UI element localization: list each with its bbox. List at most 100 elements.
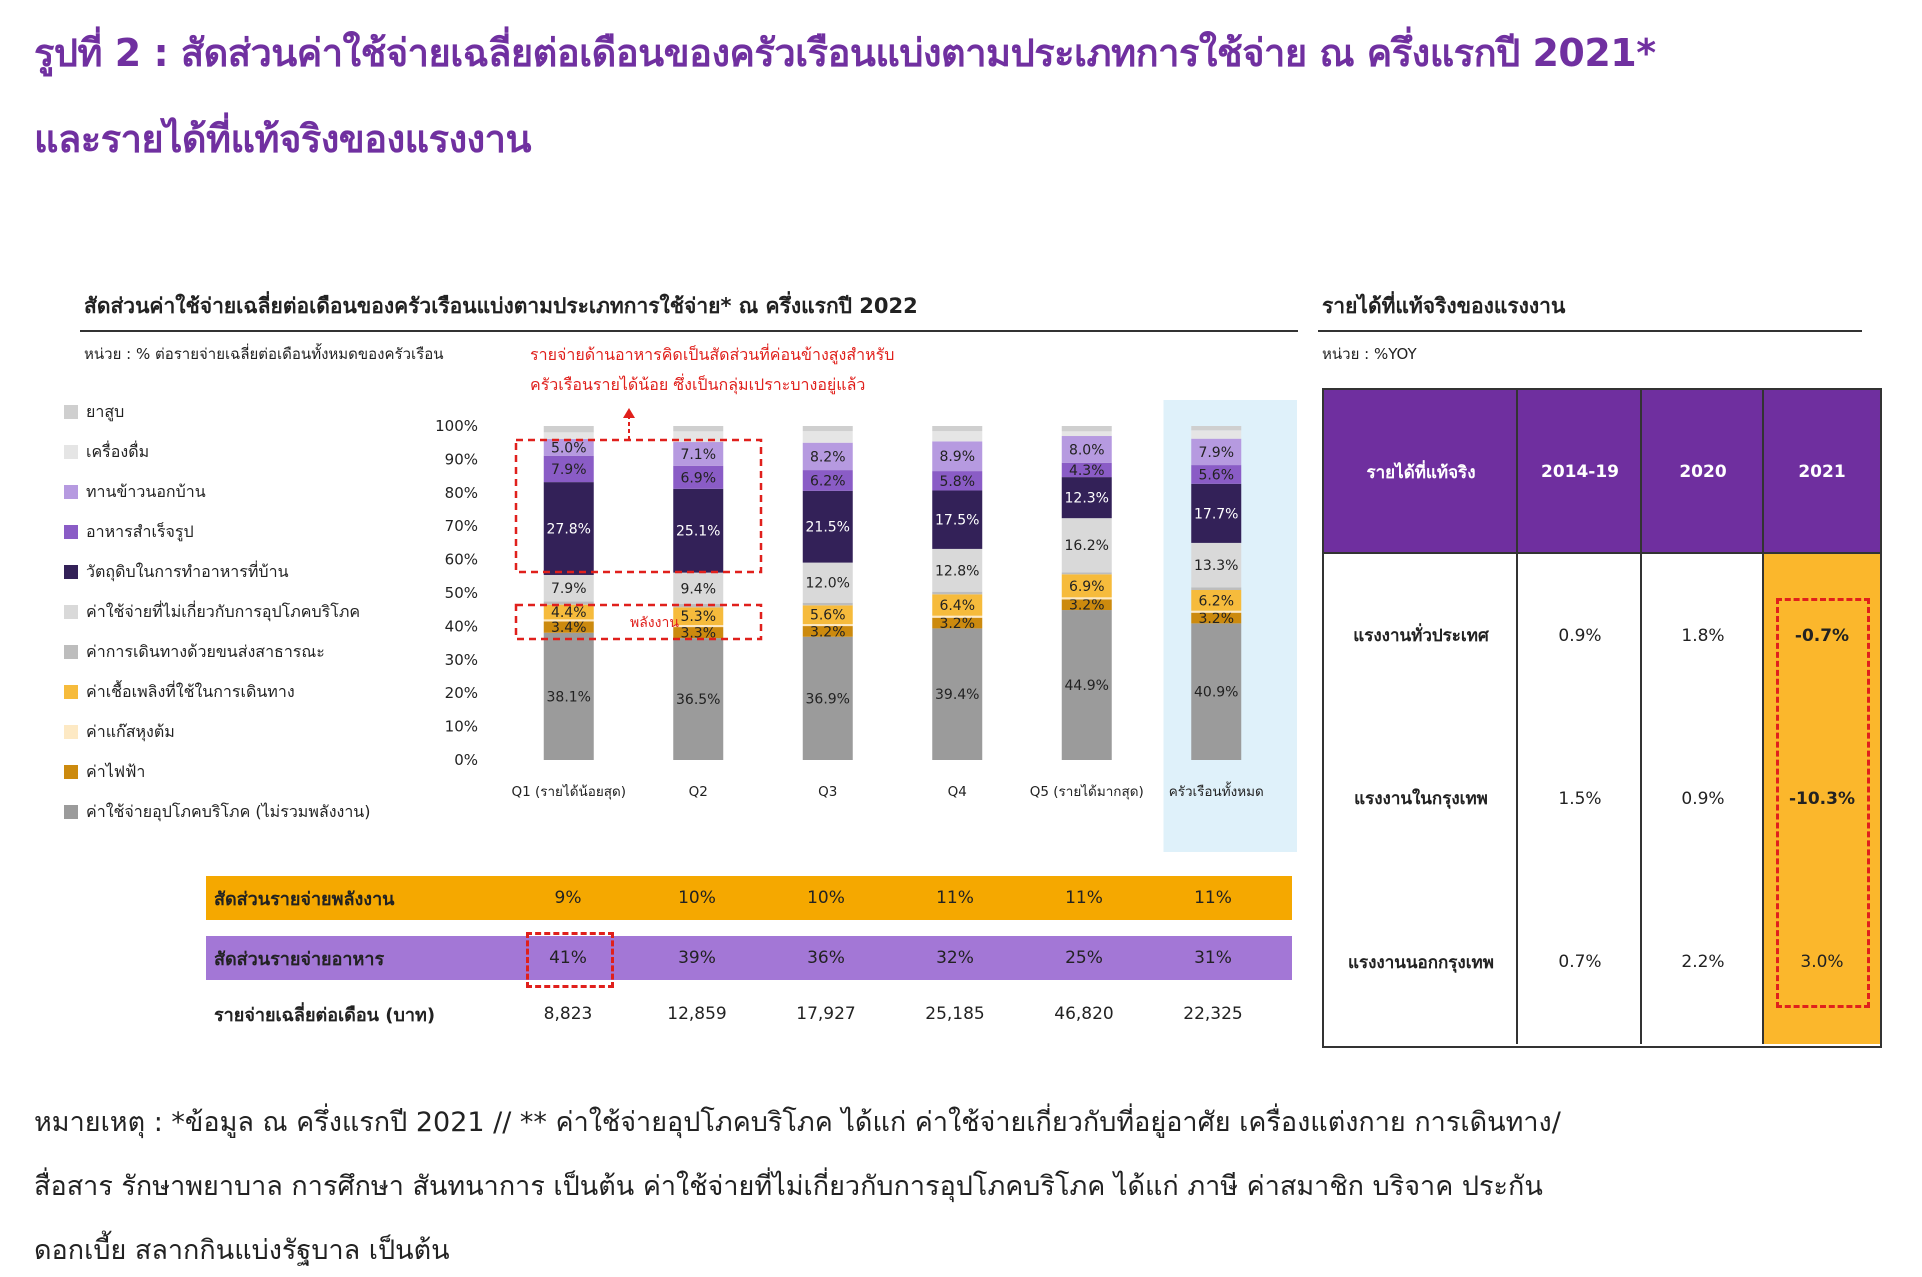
annotation-line1: รายจ่ายด้านอาหารคิดเป็นสัดส่วนที่ค่อนข้า… [530,345,895,364]
bar-segment [1061,572,1112,575]
legend-label: ค่าเชื้อเพลิงที่ใช้ในการเดินทาง [86,681,295,701]
bar-segment [802,442,853,471]
bar-segment [932,617,983,629]
monthly-expense-value: 46,820 [1054,1004,1114,1024]
food-share-value: 39% [678,948,716,968]
y-tick-label: 30% [445,651,478,669]
monthly-expense-value: 22,325 [1183,1004,1243,1024]
table-cell: 0.9% [1681,788,1725,809]
food-share-value: 36% [807,948,845,968]
legend-label: ทานข้าวนอกบ้าน [86,481,206,501]
data-label: 40.9% [1194,685,1238,701]
bar-segment [1191,438,1242,466]
real-income-table: รายได้ที่แท้จริง 2014-19 2020 2021 แรงงา… [1322,388,1882,1048]
energy-share-value: 10% [678,888,716,908]
y-tick-label: 100% [435,417,478,435]
legend-swatch [64,685,78,699]
x-tick-label: Q5 (รายได้มากสุด) [1030,784,1144,800]
energy-share-value: 11% [1065,888,1103,908]
data-label: 12.3% [1065,491,1109,507]
data-label: 5.8% [939,474,975,490]
real-income-title: รายได้ที่แท้จริงของแรงงาน [1322,294,1566,318]
bar-segment [673,488,724,573]
x-tick-label: Q4 [948,784,967,800]
energy-share-row: สัดส่วนรายจ่ายพลังงาน 9% 10% 10% 11% 11%… [206,876,1292,920]
table-cell: -0.7% [1794,625,1850,646]
legend-label: ค่าแก๊สหุงต้ม [86,721,175,741]
bar-segment [802,470,853,491]
bar-segment [673,431,724,443]
annotation-line2: ครัวเรือนรายได้น้อย ซึ่งเป็นกลุ่มเปราะบา… [530,375,866,394]
footnote-line2: สื่อสาร รักษาพยาบาล การศึกษา สันทนาการ เ… [34,1171,1543,1202]
chart-unit-label: หน่วย : % ต่อรายจ่ายเฉลี่ยต่อเดือนทั้งหม… [84,345,444,363]
data-label: 27.8% [547,522,591,538]
bar-segment [932,490,983,549]
data-label: 13.3% [1194,558,1238,574]
legend-item: วัตถุดิบในการทำอาหารที่บ้าน [64,552,424,592]
bar-segment [673,638,724,760]
chart-title-divider [80,330,1298,332]
annotation-arrow-head [623,408,635,418]
chart-title: สัดส่วนค่าใช้จ่ายเฉลี่ยต่อเดือนของครัวเร… [84,294,918,318]
data-label: 7.9% [1198,445,1234,461]
data-label: 8.0% [1069,442,1105,458]
data-label: 6.9% [1069,579,1105,595]
table-divider [1640,390,1642,1044]
y-tick-label: 20% [445,684,478,702]
data-label: 38.1% [547,689,591,705]
data-label: 5.6% [1198,467,1234,483]
bar-segment [1061,462,1112,478]
monthly-expense-value: 17,927 [796,1004,856,1024]
y-tick-label: 60% [445,551,478,569]
data-label: 36.9% [806,691,850,707]
table-divider [1324,552,1880,554]
data-label: 39.4% [935,687,979,703]
food-share-value: 41% [549,948,587,968]
legend-item: ค่าใช้จ่ายอุปโภคบริโภค (ไม่รวมพลังงาน) [64,792,424,832]
y-tick-label: 70% [445,517,478,535]
bar-segment [1191,610,1242,613]
table-header-2014-19: 2014-19 [1518,390,1642,554]
bar-segment [673,572,724,605]
bar-segment [932,441,983,472]
bar-segment [1061,599,1112,611]
legend-label: ค่าใช้จ่ายที่ไม่เกี่ยวกับการอุปโภคบริโภค [86,601,361,621]
bar-segment [1061,610,1112,760]
bar-segment [1191,430,1242,439]
table-cell: 3.0% [1800,952,1844,972]
bar-segment [1061,436,1112,463]
legend-swatch [64,605,78,619]
bar-segment [543,619,594,622]
bar-segment [543,455,594,483]
y-tick-label: 0% [454,751,478,769]
bar-segment [802,626,853,637]
bar-segment [802,605,853,625]
x-tick-label: Q2 [689,784,708,800]
bar-segment [543,426,594,433]
legend-label: อาหารสำเร็จรูป [86,521,194,541]
data-label: 25.1% [676,524,720,540]
bar-segment [1061,597,1112,600]
data-label: 7.1% [680,447,716,463]
data-label: 5.3% [680,609,716,625]
legend-label: ยาสูบ [86,401,125,421]
bar-segment [932,594,983,616]
energy-share-value: 10% [807,888,845,908]
bar-segment [1191,587,1242,590]
legend-label: วัตถุดิบในการทำอาหารที่บ้าน [86,561,289,581]
data-label: 6.9% [680,470,716,486]
real-income-unit: หน่วย : %YOY [1322,345,1417,363]
monthly-expense-label: รายจ่ายเฉลี่ยต่อเดือน (บาท) [214,1004,436,1026]
legend-item: ค่าเชื้อเพลิงที่ใช้ในการเดินทาง [64,672,424,712]
table-divider [1516,390,1518,1044]
footnote-line1: หมายเหตุ : *ข้อมูล ณ ครึ่งแรกปี 2021 // … [34,1107,1561,1138]
food-share-row: สัดส่วนรายจ่ายอาหาร 41% 39% 36% 32% 25% … [206,936,1292,980]
legend-item: ค่าไฟฟ้า [64,752,424,792]
y-tick-label: 80% [445,484,478,502]
bar-segment [543,439,594,456]
bar-segment [932,628,983,760]
y-tick-label: 90% [445,450,478,468]
energy-share-value: 11% [936,888,974,908]
data-label: 16.2% [1065,538,1109,554]
data-label: 6.2% [1198,593,1234,609]
